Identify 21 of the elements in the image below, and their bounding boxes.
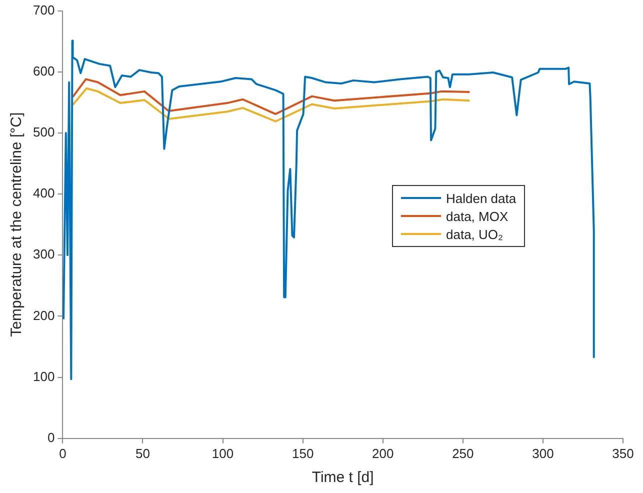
y-tick-label: 700 — [32, 2, 55, 18]
x-axis-title: Time t [d] — [312, 469, 374, 486]
x-tick-label: 150 — [292, 446, 314, 461]
y-tick-label: 100 — [32, 368, 55, 384]
y-tick-label: 400 — [32, 186, 55, 201]
x-tick-label: 300 — [532, 446, 554, 461]
y-tick-label: 0 — [47, 430, 55, 445]
x-tick-label: 50 — [136, 446, 150, 461]
y-tick-label: 600 — [32, 63, 55, 78]
y-tick-label: 500 — [32, 124, 55, 140]
legend-label: Halden data — [446, 190, 516, 206]
y-axis-title: Temperature at the centreline [°C] — [8, 112, 26, 337]
y-tick-label: 200 — [32, 308, 55, 323]
legend-label: data, MOX — [446, 208, 508, 224]
y-tick-label: 300 — [32, 246, 55, 262]
legend-label: data, UO₂ — [446, 226, 504, 242]
x-tick-label: 250 — [452, 446, 474, 461]
x-tick-label: 350 — [612, 446, 634, 461]
x-tick-label: 200 — [372, 446, 394, 461]
x-tick-label: 100 — [212, 446, 234, 461]
x-tick-label: 0 — [59, 446, 66, 461]
